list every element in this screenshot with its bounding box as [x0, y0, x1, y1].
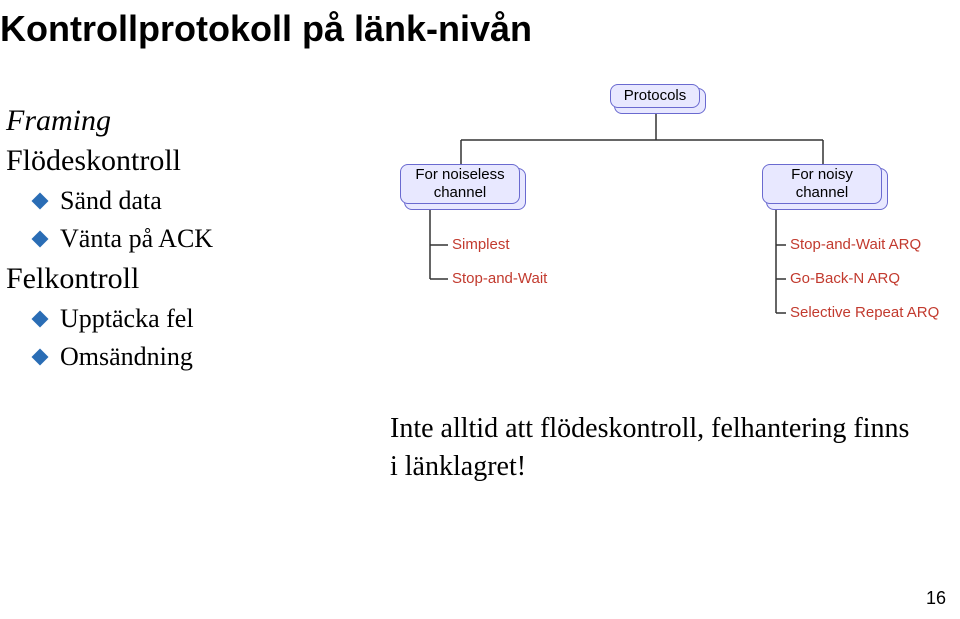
node-noiseless-line1: For noiseless: [415, 166, 504, 184]
heading-framing: Framing: [6, 104, 366, 138]
node-protocols-line1: Protocols: [624, 87, 687, 105]
bullet-row: Omsändning: [34, 342, 366, 372]
left-column: Framing Flödeskontroll Sänd data Vänta p…: [6, 100, 366, 380]
diamond-icon: [32, 311, 49, 328]
diagram-area: ProtocolsFor noiselesschannelFor noisych…: [360, 78, 950, 398]
footer-note: Inte alltid att flödeskontroll, felhante…: [390, 410, 920, 486]
heading-errorcontrol: Felkontroll: [6, 262, 366, 296]
leaf-noiseless-0: Simplest: [452, 236, 510, 253]
bullet-row: Upptäcka fel: [34, 304, 366, 334]
page-number: 16: [926, 588, 946, 609]
bullet-text: Omsändning: [60, 342, 193, 372]
bullet-row: Sänd data: [34, 186, 366, 216]
diamond-icon: [32, 349, 49, 366]
node-noiseless: For noiselesschannel: [400, 164, 520, 204]
node-protocols: Protocols: [610, 84, 700, 108]
node-noisy-line2: channel: [796, 184, 849, 202]
bullet-text: Vänta på ACK: [60, 224, 213, 254]
node-noiseless-line2: channel: [434, 184, 487, 202]
slide-title: Kontrollprotokoll på länk-nivån: [0, 8, 532, 50]
leaf-noiseless-1: Stop-and-Wait: [452, 270, 547, 287]
diamond-icon: [32, 231, 49, 248]
bullet-text: Upptäcka fel: [60, 304, 194, 334]
leaf-noisy-2: Selective Repeat ARQ: [790, 304, 939, 321]
leaf-noisy-0: Stop-and-Wait ARQ: [790, 236, 921, 253]
bullet-row: Vänta på ACK: [34, 224, 366, 254]
node-noisy: For noisychannel: [762, 164, 882, 204]
node-noisy-line1: For noisy: [791, 166, 853, 184]
heading-flowcontrol: Flödeskontroll: [6, 144, 366, 178]
leaf-noisy-1: Go-Back-N ARQ: [790, 270, 900, 287]
diamond-icon: [32, 193, 49, 210]
bullet-text: Sänd data: [60, 186, 162, 216]
